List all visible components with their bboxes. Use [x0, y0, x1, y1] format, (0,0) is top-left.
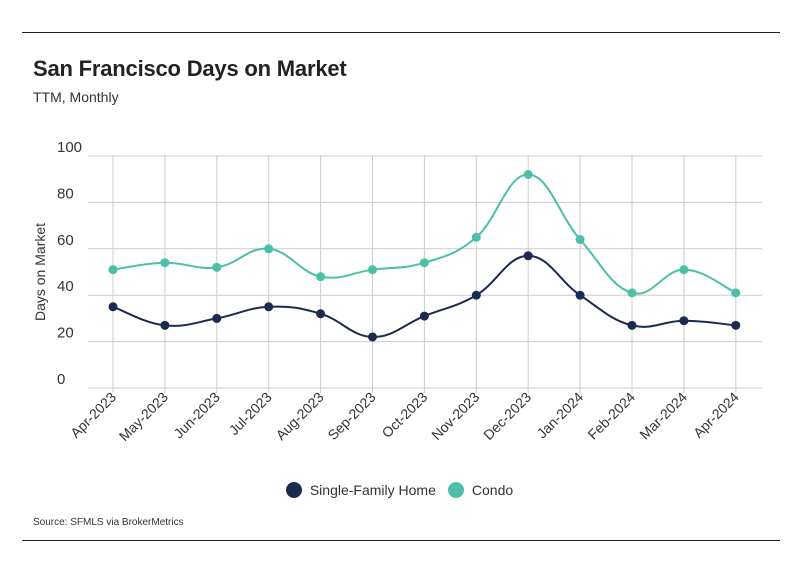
x-tick-label: Jul-2023: [226, 389, 275, 438]
data-point[interactable]: [731, 320, 741, 330]
data-point[interactable]: [731, 288, 741, 298]
data-point[interactable]: [575, 290, 585, 300]
y-axis-label: Days on Market: [32, 223, 48, 321]
data-point[interactable]: [471, 290, 481, 300]
legend-label: Condo: [471, 482, 514, 498]
data-point[interactable]: [160, 320, 170, 330]
chart-title: San Francisco Days on Market: [33, 56, 347, 81]
legend-swatch: [447, 482, 464, 498]
series-single-family-home: [108, 251, 741, 342]
y-tick-labels: 0 20 40 60 80 100: [57, 139, 82, 388]
data-point[interactable]: [471, 232, 481, 242]
y-tick-label: 100: [57, 139, 82, 156]
series-lines: [108, 170, 741, 342]
data-point[interactable]: [108, 302, 118, 312]
x-tick-label: Apr-2024: [690, 389, 742, 441]
y-tick-label: 80: [57, 185, 74, 202]
data-point[interactable]: [160, 258, 170, 268]
data-point[interactable]: [627, 288, 637, 298]
data-point[interactable]: [212, 262, 222, 272]
data-point[interactable]: [627, 320, 637, 330]
x-tick-label: Jun-2023: [170, 389, 223, 442]
series-condo: [108, 170, 741, 298]
chart-subtitle: TTM, Monthly: [33, 89, 119, 105]
data-point[interactable]: [264, 244, 274, 254]
data-point[interactable]: [368, 265, 377, 275]
x-tick-label: Sep-2023: [324, 389, 378, 443]
legend-item-condo[interactable]: Condo: [447, 482, 514, 498]
data-point[interactable]: [419, 311, 429, 321]
source-note: Source: SFMLS via BrokerMetrics: [33, 517, 184, 528]
data-point[interactable]: [316, 309, 326, 319]
data-point[interactable]: [108, 265, 118, 275]
x-tick-label: Feb-2024: [584, 389, 638, 443]
y-tick-label: 0: [57, 371, 65, 388]
bottom-rule: [22, 540, 780, 541]
data-point[interactable]: [368, 332, 377, 342]
data-point[interactable]: [316, 272, 326, 282]
x-tick-label: May-2023: [116, 389, 171, 444]
x-tick-label: Dec-2023: [480, 389, 534, 443]
data-point[interactable]: [264, 302, 274, 312]
x-tick-label: Nov-2023: [428, 389, 482, 443]
legend-swatch: [285, 482, 302, 498]
x-tick-label: Apr-2023: [67, 389, 119, 441]
data-point[interactable]: [523, 170, 533, 180]
x-tick-label: Jan-2024: [534, 389, 587, 442]
x-tick-label: Mar-2024: [636, 389, 690, 443]
x-tick-label: Oct-2023: [378, 389, 430, 441]
top-rule: [22, 32, 780, 33]
legend-label: Single-Family Home: [309, 482, 436, 498]
data-point[interactable]: [523, 251, 533, 261]
legend: Single-Family Home Condo: [0, 482, 799, 498]
y-tick-label: 40: [57, 278, 74, 295]
data-point[interactable]: [575, 235, 585, 245]
y-tick-label: 60: [57, 232, 74, 249]
legend-item-single-family[interactable]: Single-Family Home: [285, 482, 436, 498]
data-point[interactable]: [419, 258, 429, 268]
data-point[interactable]: [679, 265, 689, 275]
y-tick-label: 20: [57, 325, 74, 342]
data-point[interactable]: [679, 316, 689, 326]
x-tick-label: Aug-2023: [272, 389, 326, 443]
data-point[interactable]: [212, 313, 222, 323]
grid-lines: [88, 155, 762, 393]
